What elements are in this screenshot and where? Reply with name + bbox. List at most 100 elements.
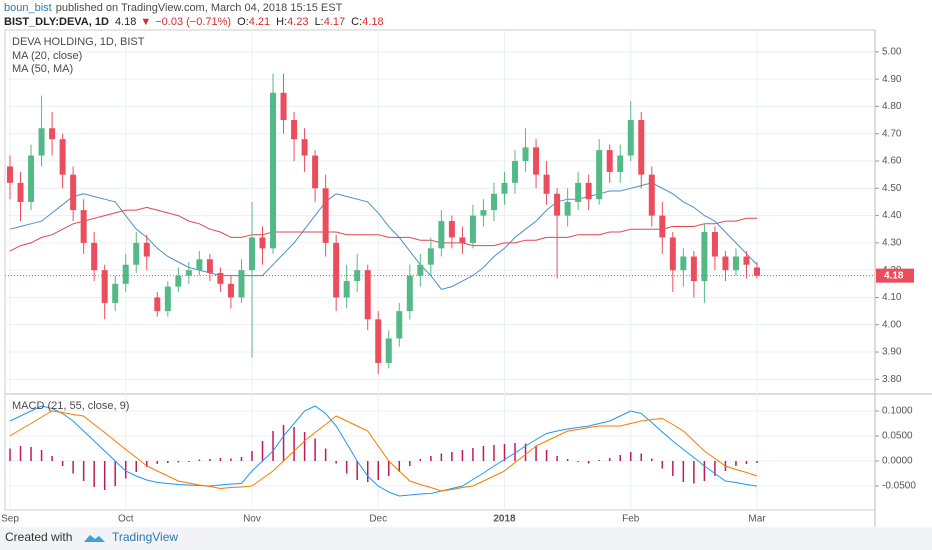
y-tick-label: 4.90 bbox=[882, 74, 902, 85]
candle-body bbox=[585, 182, 592, 200]
y-tick-label: 4.80 bbox=[882, 101, 902, 112]
candle-body bbox=[185, 270, 192, 276]
candle-body bbox=[112, 283, 119, 303]
ohlc-label: L: bbox=[315, 16, 324, 28]
candle-body bbox=[533, 147, 540, 175]
candle-body bbox=[711, 231, 718, 257]
candle-body bbox=[196, 259, 203, 271]
y-tick-label: 4.50 bbox=[882, 183, 902, 194]
y-tick-label: 3.90 bbox=[882, 347, 902, 358]
candle-body bbox=[743, 256, 750, 265]
candle-body bbox=[417, 264, 424, 276]
legend-ma20: MA (20, close) bbox=[12, 50, 82, 62]
last-price-box bbox=[876, 268, 914, 283]
candle-body bbox=[480, 210, 487, 216]
candle-body bbox=[49, 128, 56, 140]
candle-body bbox=[659, 215, 666, 238]
x-tick-label: 2018 bbox=[493, 514, 516, 525]
ohlc-label: C: bbox=[351, 16, 362, 28]
candle-body bbox=[333, 242, 340, 298]
candle-body bbox=[322, 188, 329, 243]
ohlc-label: O: bbox=[237, 16, 249, 28]
x-tick-label: Dec bbox=[369, 514, 387, 525]
candle-body bbox=[396, 311, 403, 339]
y-tick-label: 5.00 bbox=[882, 46, 902, 57]
footer-created: Created with bbox=[5, 530, 72, 544]
candle-body bbox=[490, 193, 497, 211]
footer-bar bbox=[0, 527, 932, 550]
candle-body bbox=[280, 92, 287, 121]
candle-body bbox=[301, 139, 308, 156]
candle-body bbox=[122, 264, 129, 284]
candle-body bbox=[427, 248, 434, 265]
candle-body bbox=[343, 281, 350, 298]
y-tick-label: 4.60 bbox=[882, 156, 902, 167]
candle-body bbox=[17, 182, 24, 202]
ohlc-label: H: bbox=[276, 16, 287, 28]
macd-title: MACD (21, 55, close, 9) bbox=[12, 400, 129, 412]
candle-body bbox=[248, 237, 255, 271]
candle-body bbox=[448, 221, 455, 238]
candle-body bbox=[627, 120, 634, 156]
candle-body bbox=[91, 242, 98, 271]
ohlc-value: 4.18 bbox=[362, 16, 383, 28]
change: −0.03 (−0.71%) bbox=[155, 16, 231, 28]
y-tick-label: 0.0500 bbox=[882, 431, 913, 442]
publish-line: boun_bist published on TradingView.com, M… bbox=[4, 2, 343, 14]
ohlc-value: 4.17 bbox=[324, 16, 345, 28]
y-tick-label: -0.0500 bbox=[882, 481, 916, 492]
y-tick-label: 3.80 bbox=[882, 374, 902, 385]
candle-body bbox=[617, 155, 624, 172]
series-line bbox=[9, 405, 758, 497]
candle-body bbox=[690, 256, 697, 282]
candle-body bbox=[512, 161, 519, 183]
candle-body bbox=[206, 259, 213, 273]
published: published on TradingView.com, March 04, … bbox=[56, 2, 343, 14]
series-line bbox=[9, 182, 758, 290]
candle-body bbox=[143, 242, 150, 257]
logo bbox=[84, 535, 105, 542]
candle-body bbox=[543, 174, 550, 194]
candle-body bbox=[596, 150, 603, 200]
ohlc-value: 4.21 bbox=[249, 16, 270, 28]
candle-body bbox=[469, 215, 476, 243]
candle-body bbox=[270, 92, 277, 249]
chart-title: DEVA HOLDING, 1D, BIST bbox=[12, 36, 145, 48]
footer-brand[interactable]: TradingView bbox=[112, 530, 178, 544]
last: 4.18 bbox=[115, 16, 136, 28]
legend-ma50: MA (50, MA) bbox=[12, 63, 73, 75]
candle-body bbox=[554, 193, 561, 216]
series-line bbox=[9, 206, 757, 252]
candle-body bbox=[291, 120, 298, 140]
candle-body bbox=[7, 166, 13, 183]
candle-body bbox=[259, 237, 266, 249]
y-tick-label: 0.0000 bbox=[882, 456, 913, 467]
candle-body bbox=[217, 272, 224, 284]
y-tick-label: 4.70 bbox=[882, 128, 902, 139]
ohlc: O:4.21 H:4.23 L:4.17 C:4.18 bbox=[237, 16, 384, 28]
y-tick-label: 4.00 bbox=[882, 319, 902, 330]
candle-body bbox=[722, 256, 729, 271]
series-line bbox=[9, 410, 758, 492]
candle-body bbox=[364, 270, 371, 320]
candle-body bbox=[28, 155, 35, 202]
candle-body bbox=[459, 237, 466, 243]
x-tick-label: Sep bbox=[1, 514, 19, 525]
candle-body bbox=[38, 128, 45, 156]
author[interactable]: boun_bist bbox=[4, 2, 52, 14]
candle-body bbox=[70, 174, 77, 211]
candle-body bbox=[154, 297, 161, 312]
candle-body bbox=[522, 147, 529, 162]
y-tick-label: 0.1000 bbox=[882, 406, 913, 417]
candle-body bbox=[101, 270, 108, 303]
candle-body bbox=[575, 182, 582, 202]
candle-body bbox=[406, 275, 413, 312]
candle-body bbox=[669, 237, 676, 271]
y-tick-label: 4.30 bbox=[882, 238, 902, 249]
candle-body bbox=[501, 182, 508, 194]
candle-body bbox=[638, 120, 645, 175]
candle-body bbox=[648, 174, 655, 216]
plot: Sep Oct Nov Dec 2018 Feb Mar 3.80 3.90 4.00 4.10 4.… bbox=[1, 30, 916, 525]
candle-body bbox=[175, 275, 182, 287]
